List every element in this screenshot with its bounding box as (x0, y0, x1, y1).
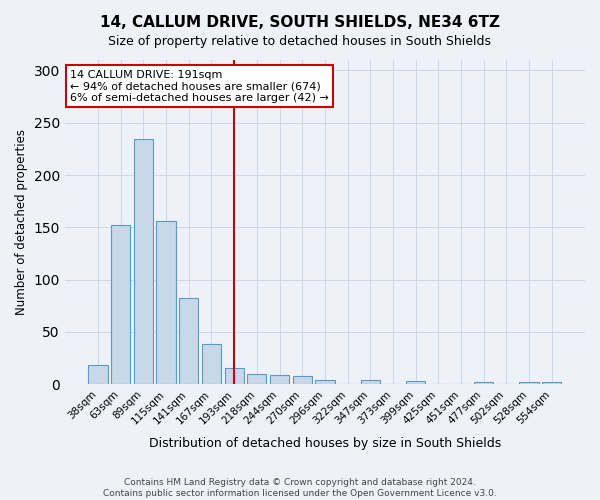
Bar (361, 380, 380, 384)
Bar (474, 382, 493, 384)
Bar (224, 368, 244, 384)
Text: 14 CALLUM DRIVE: 191sqm
← 94% of detached houses are smaller (674)
6% of semi-de: 14 CALLUM DRIVE: 191sqm ← 94% of detache… (70, 70, 329, 103)
Bar (88, 366, 108, 384)
Bar (542, 382, 562, 384)
Bar (111, 225, 130, 384)
Y-axis label: Number of detached properties: Number of detached properties (15, 129, 28, 315)
Text: Contains HM Land Registry data © Crown copyright and database right 2024.
Contai: Contains HM Land Registry data © Crown c… (103, 478, 497, 498)
Bar (157, 221, 176, 384)
Bar (406, 381, 425, 384)
Bar (134, 140, 153, 384)
Bar (270, 375, 289, 384)
Text: 14, CALLUM DRIVE, SOUTH SHIELDS, NE34 6TZ: 14, CALLUM DRIVE, SOUTH SHIELDS, NE34 6T… (100, 15, 500, 30)
Bar (315, 380, 335, 384)
Text: Size of property relative to detached houses in South Shields: Size of property relative to detached ho… (109, 35, 491, 48)
Bar (293, 376, 312, 384)
Bar (520, 382, 539, 384)
Bar (179, 298, 199, 384)
Bar (202, 344, 221, 384)
Bar (247, 374, 266, 384)
X-axis label: Distribution of detached houses by size in South Shields: Distribution of detached houses by size … (149, 437, 501, 450)
